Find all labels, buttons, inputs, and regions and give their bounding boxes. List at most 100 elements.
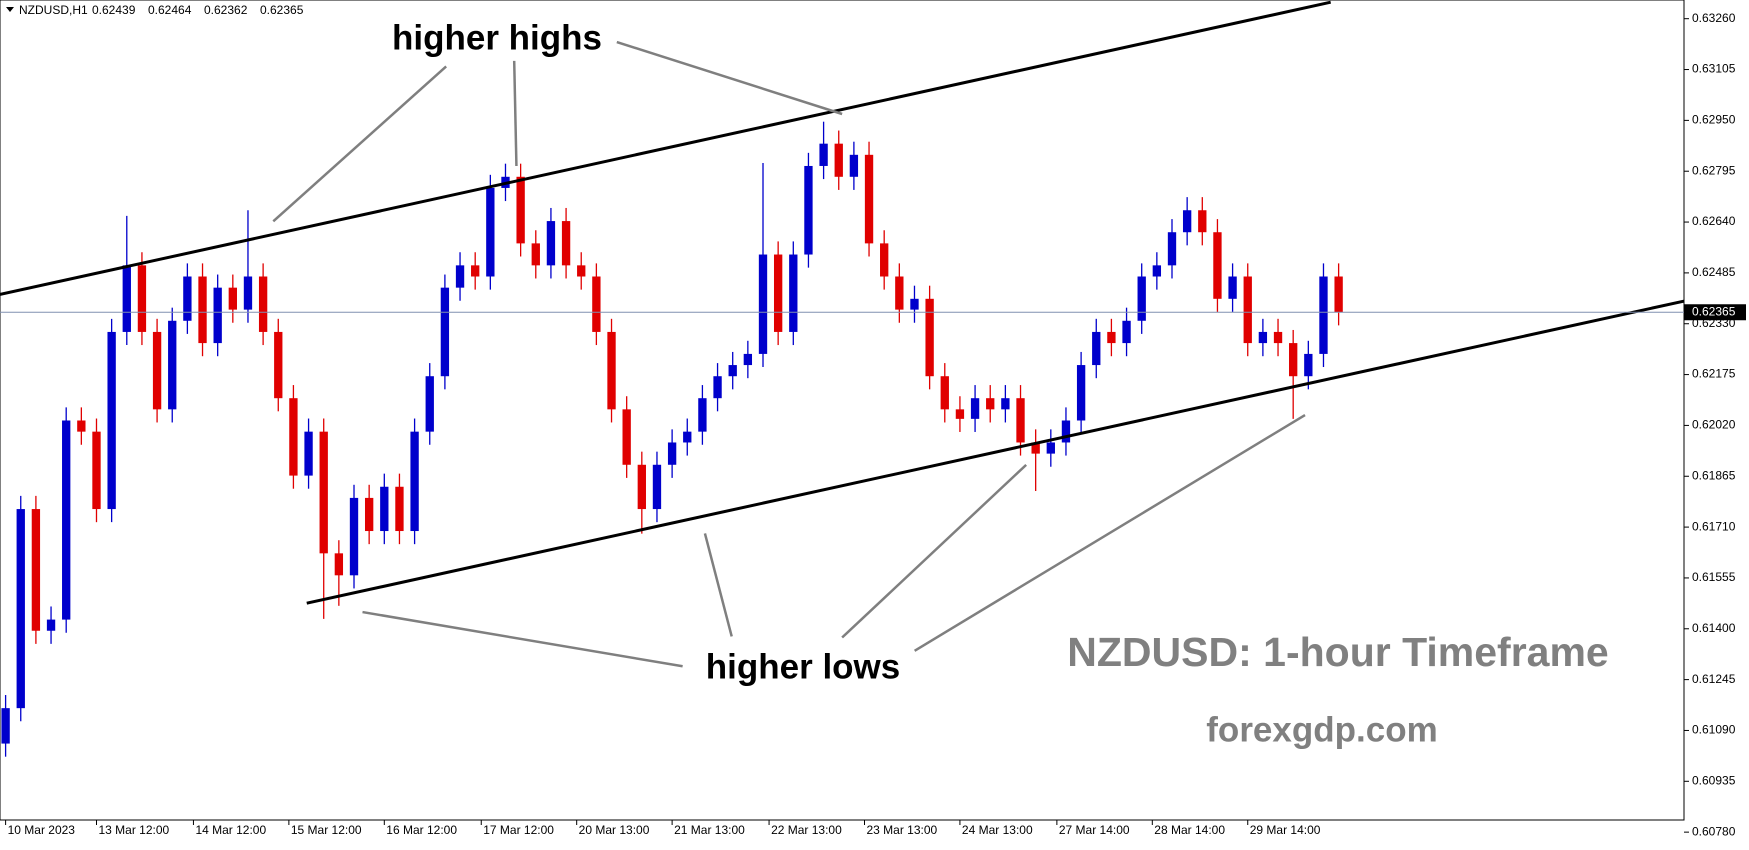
candle-body <box>1001 398 1010 410</box>
candle-body <box>228 287 237 310</box>
x-tick-label: 14 Mar 12:00 <box>195 823 266 837</box>
header-value: 0.62365 <box>260 3 304 17</box>
candle-body <box>16 509 25 709</box>
candle-body <box>1289 343 1298 377</box>
candle-body <box>122 265 131 332</box>
plot-frame <box>0 0 1685 821</box>
y-tick-label: 0.63105 <box>1692 62 1736 76</box>
y-tick-label: 0.62175 <box>1692 367 1736 381</box>
y-tick-label: 0.60935 <box>1692 773 1736 787</box>
candle-body <box>607 331 616 410</box>
candle-body <box>31 509 41 631</box>
candle-body <box>1304 353 1313 377</box>
last-price-box <box>1684 304 1746 321</box>
candle-body <box>1213 232 1222 299</box>
candle-body <box>834 143 843 177</box>
candle-body <box>440 287 450 377</box>
candle-body <box>637 464 646 510</box>
candle-body <box>1228 276 1237 299</box>
candle-body <box>804 165 813 255</box>
y-tick-label: 0.61245 <box>1692 672 1736 686</box>
last-price-label: 0.62365 <box>1692 304 1736 318</box>
candle-body <box>864 154 874 244</box>
candle-body <box>819 143 828 166</box>
candle-body <box>364 497 374 532</box>
candle-body <box>1152 265 1162 277</box>
candle-body <box>667 442 677 465</box>
candle-body <box>652 464 662 510</box>
candle-body <box>1061 420 1071 443</box>
candle-body <box>152 331 162 410</box>
pointer <box>363 612 683 666</box>
candle-body <box>274 331 283 399</box>
header-symbol: NZDUSD,H1 <box>19 3 88 17</box>
candle-body <box>728 365 737 377</box>
drawings <box>0 2 1684 666</box>
candle-body <box>471 265 480 277</box>
candle-body <box>349 497 359 576</box>
y-tick-label: 0.61865 <box>1692 468 1736 482</box>
candle-body <box>1334 276 1343 313</box>
y-tick-label: 0.61555 <box>1692 570 1736 584</box>
watermark-title: NZDUSD: 1-hour Timeframe <box>1067 629 1608 675</box>
candle-body <box>455 265 465 288</box>
y-tick-label: 0.63260 <box>1692 11 1736 25</box>
candle-body <box>925 298 934 377</box>
pointer <box>514 61 516 166</box>
x-tick-label: 20 Mar 13:00 <box>579 823 650 837</box>
candle-body <box>334 553 344 576</box>
candle-body <box>395 486 404 532</box>
x-tick-label: 15 Mar 12:00 <box>291 823 362 837</box>
y-tick-label: 0.60780 <box>1692 824 1736 838</box>
y-tick-label: 0.62950 <box>1692 113 1736 127</box>
candle-body <box>698 398 707 432</box>
candle-body <box>486 187 495 277</box>
header-arrow <box>6 7 14 12</box>
candle-body <box>77 420 86 432</box>
pointer-lines <box>273 42 1305 666</box>
candle-body <box>92 431 101 510</box>
candle-body <box>1273 331 1283 344</box>
x-tick-label: 22 Mar 13:00 <box>771 823 842 837</box>
y-tick-label: 0.61090 <box>1692 723 1736 737</box>
header-value: 0.62464 <box>148 3 192 17</box>
candle-body <box>1046 442 1055 454</box>
candle-body <box>561 221 571 266</box>
candle-body <box>1016 398 1025 443</box>
x-tick-label: 28 Mar 14:00 <box>1154 823 1225 837</box>
x-tick-label: 16 Mar 12:00 <box>386 823 457 837</box>
pointer <box>273 66 446 221</box>
x-tick-label: 23 Mar 13:00 <box>866 823 937 837</box>
candle-body <box>1182 210 1192 233</box>
candle-body <box>410 431 419 532</box>
candle-body <box>970 398 980 419</box>
candle-body <box>183 276 192 321</box>
candle-body <box>758 254 768 354</box>
candle-body <box>986 398 995 410</box>
x-tick-label: 29 Mar 14:00 <box>1250 823 1321 837</box>
candle-body <box>1198 210 1207 233</box>
candle-body <box>137 265 147 332</box>
x-tick-label: 17 Mar 12:00 <box>483 823 554 837</box>
candle-body <box>1243 276 1252 344</box>
x-tick-label: 24 Mar 13:00 <box>962 823 1033 837</box>
candle-body <box>592 276 601 332</box>
annotation: higher lows <box>706 647 900 686</box>
candle-body <box>213 287 222 344</box>
candle-body <box>622 409 631 465</box>
candle-body <box>258 276 268 332</box>
candle-body <box>107 331 116 510</box>
candle-body <box>380 486 389 532</box>
y-tick-label: 0.61710 <box>1692 519 1736 533</box>
candle-body <box>683 431 692 443</box>
candle-body <box>910 298 919 310</box>
candle-body <box>1076 365 1086 421</box>
candle-body <box>713 376 722 399</box>
annotation: higher highs <box>392 18 602 57</box>
candle-body <box>773 254 783 332</box>
candle-body <box>168 320 177 410</box>
candle-body <box>1107 331 1116 344</box>
candle-body <box>849 154 859 177</box>
candle-body <box>1 708 10 744</box>
